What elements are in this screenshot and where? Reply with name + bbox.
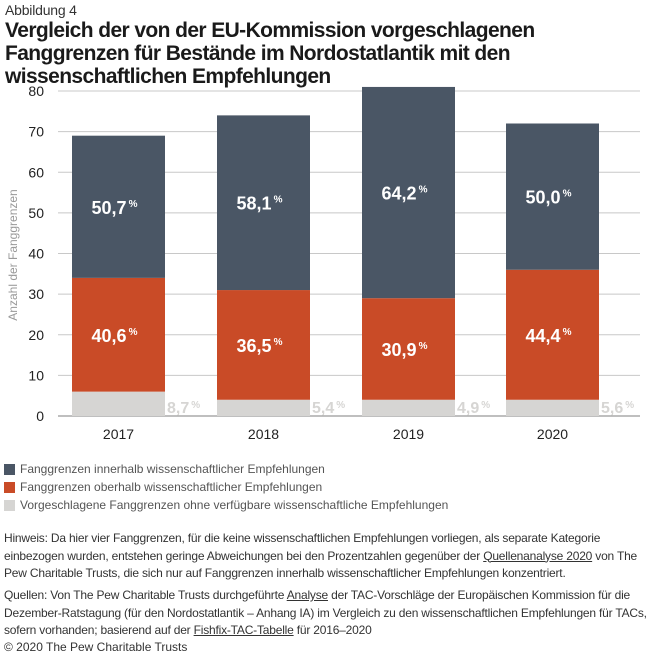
x-tick-label: 2017 (103, 426, 134, 442)
data-label: 50,0% (526, 188, 572, 208)
legend-item-no-advice: Vorgeschlagene Fanggrenzen ohne verfügba… (4, 496, 448, 514)
y-tick-label: 10 (28, 367, 44, 383)
percent-sign: % (274, 195, 283, 206)
data-label: 5,4% (312, 400, 345, 417)
bar-segment (506, 269, 599, 400)
x-tick-label: 2019 (393, 426, 424, 442)
percent-sign: % (419, 341, 428, 352)
data-label: 8,7% (167, 400, 200, 417)
y-axis-ticks: 0 10 20 30 40 50 60 70 80 (28, 83, 44, 424)
legend-item-within: Fanggrenzen innerhalb wissenschaftlicher… (4, 460, 448, 478)
bar-segment (217, 115, 310, 291)
bar-segment (362, 298, 455, 400)
data-label: 58,1% (237, 194, 283, 214)
chart-title: Vergleich der von der EU-Kommission vorg… (5, 19, 535, 88)
bar-segment (506, 399, 599, 416)
stacked-bar-chart: 0 10 20 30 40 50 60 70 80 Anzahl der Fanggrenzen… (6, 83, 640, 442)
y-tick-label: 30 (28, 286, 44, 302)
sources-part1: Quellen: Von The Pew Charitable Trusts d… (4, 588, 287, 602)
percent-sign: % (274, 337, 283, 348)
y-tick-label: 50 (28, 205, 44, 221)
legend-swatch-within (4, 463, 15, 475)
y-tick-label: 80 (28, 83, 44, 99)
bar-segment (506, 123, 599, 270)
copyright: © 2020 The Pew Charitable Trusts (4, 640, 188, 654)
data-label: 50,7% (92, 198, 138, 218)
y-tick-label: 70 (28, 124, 44, 140)
legend-label-no-advice: Vorgeschlagene Fanggrenzen ohne verfügba… (20, 498, 449, 512)
x-axis-ticks: 2017 2018 2019 2020 (103, 426, 568, 442)
data-label: 64,2% (382, 184, 428, 204)
fishfix-table-link[interactable]: Fishfix-TAC-Tabelle (193, 623, 294, 637)
data-label: 4,9% (457, 400, 490, 417)
data-label: 36,5% (237, 336, 283, 356)
data-label: 40,6% (92, 326, 138, 346)
legend-label-within: Fanggrenzen innerhalb wissenschaftlicher… (20, 462, 325, 476)
data-label: 30,9% (382, 340, 428, 360)
note-part2: von The Pew Charitable Trusts, die sich … (4, 548, 638, 581)
percent-sign: % (129, 199, 138, 210)
bar-segment (362, 399, 455, 416)
bar-segment (72, 135, 165, 278)
y-tick-label: 0 (36, 408, 44, 424)
percent-sign: % (129, 327, 138, 338)
percent-sign: % (191, 400, 200, 411)
bar-segment (72, 391, 165, 416)
legend: Fanggrenzen innerhalb wissenschaftlicher… (4, 460, 448, 514)
percent-sign: % (481, 400, 490, 411)
data-label: 5,6% (601, 400, 634, 417)
percent-sign: % (336, 400, 345, 411)
note-part1: Hinweis: Da hier vier Fanggrenzen, für d… (4, 531, 601, 563)
bar-segment (217, 399, 310, 416)
percent-sign: % (625, 400, 634, 411)
analysis-link[interactable]: Analyse (286, 588, 328, 602)
x-tick-label: 2020 (537, 426, 568, 442)
percent-sign: % (563, 189, 572, 200)
legend-label-above: Fanggrenzen oberhalb wissenschaftlicher … (20, 480, 323, 494)
y-tick-label: 20 (28, 327, 44, 343)
bars: 8,7 % 40,6 % 50,7 % 5,4 % 36,5 % 58,1 % 4,9 % 30,9 % 64,… (72, 86, 634, 417)
percent-sign: % (563, 327, 572, 338)
bar-segment (72, 277, 165, 392)
bar-segment (217, 290, 310, 400)
figure-label: Abbildung 4 (5, 2, 77, 18)
y-tick-label: 60 (28, 164, 44, 180)
bar-segment (362, 86, 455, 299)
sources-text: Quellen: Von The Pew Charitable Trusts d… (4, 587, 648, 640)
y-axis-label: Anzahl der Fanggrenzen (6, 189, 20, 320)
legend-item-above: Fanggrenzen oberhalb wissenschaftlicher … (4, 478, 448, 496)
percent-sign: % (419, 185, 428, 196)
legend-swatch-above (4, 481, 15, 493)
sources-part2: der TAC-Vorschläge der Europäischen Komm… (4, 588, 647, 637)
note-text: Hinweis: Da hier vier Fanggrenzen, für d… (4, 530, 644, 583)
y-tick-label: 40 (28, 246, 44, 262)
data-label: 44,4% (526, 326, 572, 346)
source-analysis-link[interactable]: Quellenanalyse 2020 (483, 548, 593, 563)
sources-part3: für 2016–2020 (293, 623, 372, 637)
legend-swatch-no-advice (4, 499, 15, 511)
x-tick-label: 2018 (248, 426, 279, 442)
